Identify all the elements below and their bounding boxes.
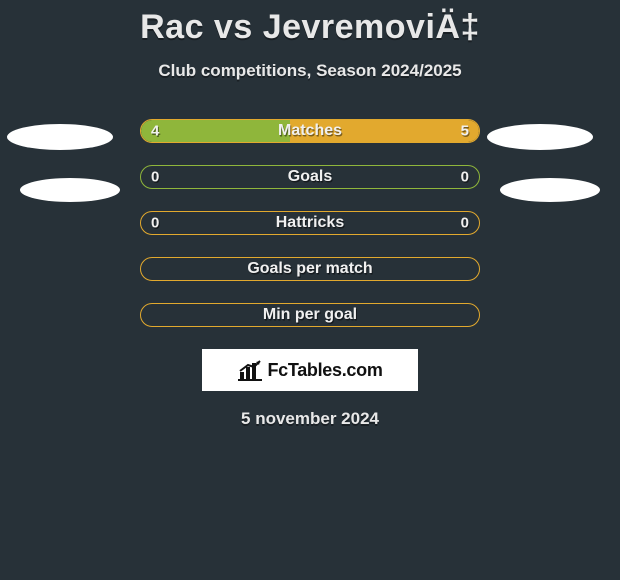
stat-label: Goals xyxy=(288,168,332,186)
stat-label: Hattricks xyxy=(276,214,344,232)
decorative-ellipse xyxy=(500,178,600,202)
stat-value-left: 0 xyxy=(151,169,159,186)
brand-text: FcTables.com xyxy=(267,360,382,381)
stat-fill-left xyxy=(141,120,290,142)
stat-value-right: 0 xyxy=(461,169,469,186)
brand-box[interactable]: FcTables.com xyxy=(202,349,418,391)
stat-value-right: 5 xyxy=(461,123,469,140)
bar-chart-icon xyxy=(237,359,263,381)
stat-value-left: 0 xyxy=(151,215,159,232)
stat-value-right: 0 xyxy=(461,215,469,232)
stat-row-goals_per_match: Goals per match xyxy=(140,257,480,281)
decorative-ellipse xyxy=(487,124,593,150)
stat-row-matches: 4 5 Matches xyxy=(140,119,480,143)
footer-date: 5 november 2024 xyxy=(0,409,620,429)
stat-label: Min per goal xyxy=(263,306,357,324)
stat-label: Goals per match xyxy=(247,260,372,278)
decorative-ellipse xyxy=(7,124,113,150)
stat-row-hattricks: 0 0 Hattricks xyxy=(140,211,480,235)
decorative-ellipse xyxy=(20,178,120,202)
stat-row-goals: 0 0 Goals xyxy=(140,165,480,189)
page-title: Rac vs JevremoviÄ‡ xyxy=(0,0,620,47)
stat-row-min_per_goal: Min per goal xyxy=(140,303,480,327)
page-subtitle: Club competitions, Season 2024/2025 xyxy=(0,61,620,81)
stats-container: 4 5 Matches 0 0 Goals 0 0 Hattricks Goals per mat… xyxy=(140,119,480,327)
stat-label: Matches xyxy=(278,122,342,140)
stat-value-left: 4 xyxy=(151,123,159,140)
